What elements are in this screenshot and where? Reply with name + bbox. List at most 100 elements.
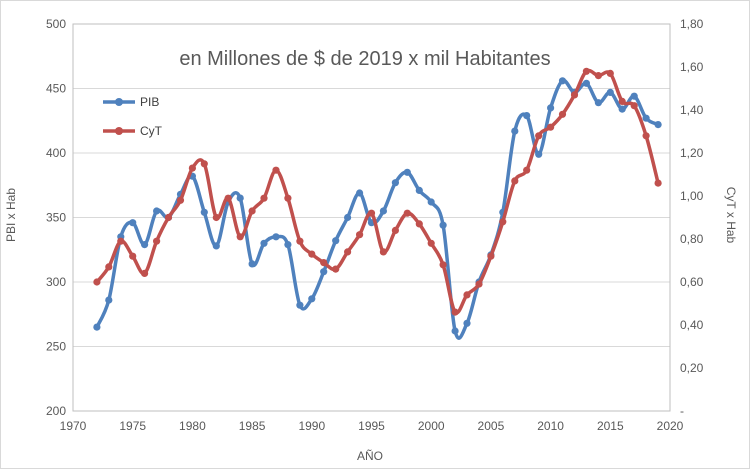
data-point-cyt: [379, 248, 387, 256]
legend-entry-pib: PIB: [103, 95, 159, 109]
data-point-cyt: [129, 252, 137, 260]
data-point-cyt: [224, 194, 232, 202]
data-point-pib: [308, 295, 316, 303]
data-point-pib: [141, 241, 149, 249]
right-axis-title: CyT x Hab: [724, 187, 738, 244]
data-point-pib: [93, 323, 101, 331]
data-point-cyt: [248, 207, 256, 215]
left-tick-label: 450: [46, 82, 66, 96]
data-point-pib: [427, 198, 435, 206]
data-point-cyt: [153, 237, 161, 245]
legend-marker-cyt: [115, 127, 123, 135]
right-tick-label: -: [680, 404, 684, 418]
legend-marker-pib: [115, 98, 123, 106]
data-point-cyt: [403, 209, 411, 217]
data-point-cyt: [654, 179, 662, 187]
data-point-pib: [642, 114, 650, 122]
x-tick-label: 2010: [537, 419, 564, 433]
x-tick-label: 1980: [179, 419, 206, 433]
data-point-cyt: [523, 166, 531, 174]
data-point-cyt: [463, 291, 471, 299]
data-point-pib: [606, 88, 614, 96]
data-point-cyt: [391, 226, 399, 234]
legend-entry-cyt: CyT: [103, 124, 163, 138]
data-point-cyt: [93, 278, 101, 286]
left-tick-label: 200: [46, 404, 66, 418]
data-point-cyt: [547, 123, 555, 131]
right-tick-label: 0,40: [680, 318, 704, 332]
data-point-cyt: [499, 218, 507, 226]
data-point-cyt: [451, 308, 459, 316]
data-point-pib: [558, 77, 567, 85]
left-axis-title: PBI x Hab: [4, 188, 18, 242]
x-axis-ticks: 1970 1975 1980 1985 1990 1995 2000 2005 2010 2015…: [60, 419, 684, 433]
data-point-pib: [344, 213, 352, 222]
data-point-cyt: [367, 209, 376, 217]
left-tick-label: 300: [46, 275, 66, 289]
gridlines: [73, 88, 670, 347]
chart-title: en Millones de $ de 2019 x mil Habitante…: [179, 48, 550, 70]
data-point-pib: [332, 237, 340, 245]
right-tick-label: 0,80: [680, 232, 704, 246]
data-point-cyt: [594, 72, 603, 80]
x-axis-title: AÑO: [357, 449, 383, 463]
data-point-cyt: [332, 265, 340, 273]
left-tick-label: 500: [46, 17, 66, 31]
series-line-pib: [95, 78, 660, 340]
data-point-pib: [523, 112, 531, 120]
data-point-pib: [594, 99, 603, 107]
data-point-cyt: [487, 252, 495, 260]
data-point-cyt: [176, 196, 185, 204]
data-point-cyt: [236, 233, 244, 241]
data-point-pib: [439, 221, 447, 229]
data-point-cyt: [535, 132, 543, 140]
data-point-pib: [296, 301, 304, 309]
data-point-cyt: [320, 259, 328, 267]
data-point-cyt: [475, 280, 483, 288]
x-tick-label: 2005: [478, 419, 505, 433]
data-point-pib: [236, 194, 244, 202]
data-point-pib: [212, 242, 220, 250]
data-point-cyt: [272, 166, 280, 174]
plot-area: [72, 23, 671, 412]
data-point-cyt: [344, 248, 352, 256]
data-point-pib: [403, 168, 411, 176]
data-point-pib: [582, 79, 591, 87]
data-point-pib: [654, 121, 662, 129]
left-tick-label: 400: [46, 146, 66, 160]
series-layer: [93, 67, 662, 340]
data-point-pib: [248, 260, 256, 268]
data-point-cyt: [439, 261, 447, 269]
data-point-cyt: [570, 91, 579, 99]
legend-label-cyt: CyT: [140, 124, 163, 138]
data-point-pib: [356, 189, 364, 197]
data-point-pib: [320, 268, 328, 276]
data-point-cyt: [630, 102, 638, 110]
data-point-cyt: [117, 237, 125, 245]
data-point-cyt: [558, 110, 567, 118]
data-point-pib: [379, 207, 387, 215]
data-point-pib: [153, 207, 161, 215]
data-point-pib: [547, 104, 555, 112]
data-point-pib: [391, 179, 399, 187]
series-cyt: [93, 67, 662, 316]
x-tick-label: 1990: [298, 419, 325, 433]
x-tick-label: 2020: [657, 419, 684, 433]
data-point-pib: [535, 150, 543, 158]
right-tick-label: 1,80: [680, 17, 704, 31]
data-point-pib: [129, 219, 137, 227]
x-tick-label: 1995: [358, 419, 385, 433]
x-tick-label: 2015: [597, 419, 624, 433]
data-point-cyt: [606, 69, 614, 77]
x-tick-label: 1970: [60, 419, 87, 433]
left-tick-label: 250: [46, 340, 66, 354]
legend-label-pib: PIB: [140, 95, 159, 109]
data-point-cyt: [618, 97, 626, 105]
data-point-cyt: [356, 231, 364, 239]
data-point-cyt: [427, 239, 435, 247]
data-point-pib: [284, 241, 292, 249]
x-tick-label: 1975: [119, 419, 146, 433]
data-point-pib: [463, 319, 471, 327]
